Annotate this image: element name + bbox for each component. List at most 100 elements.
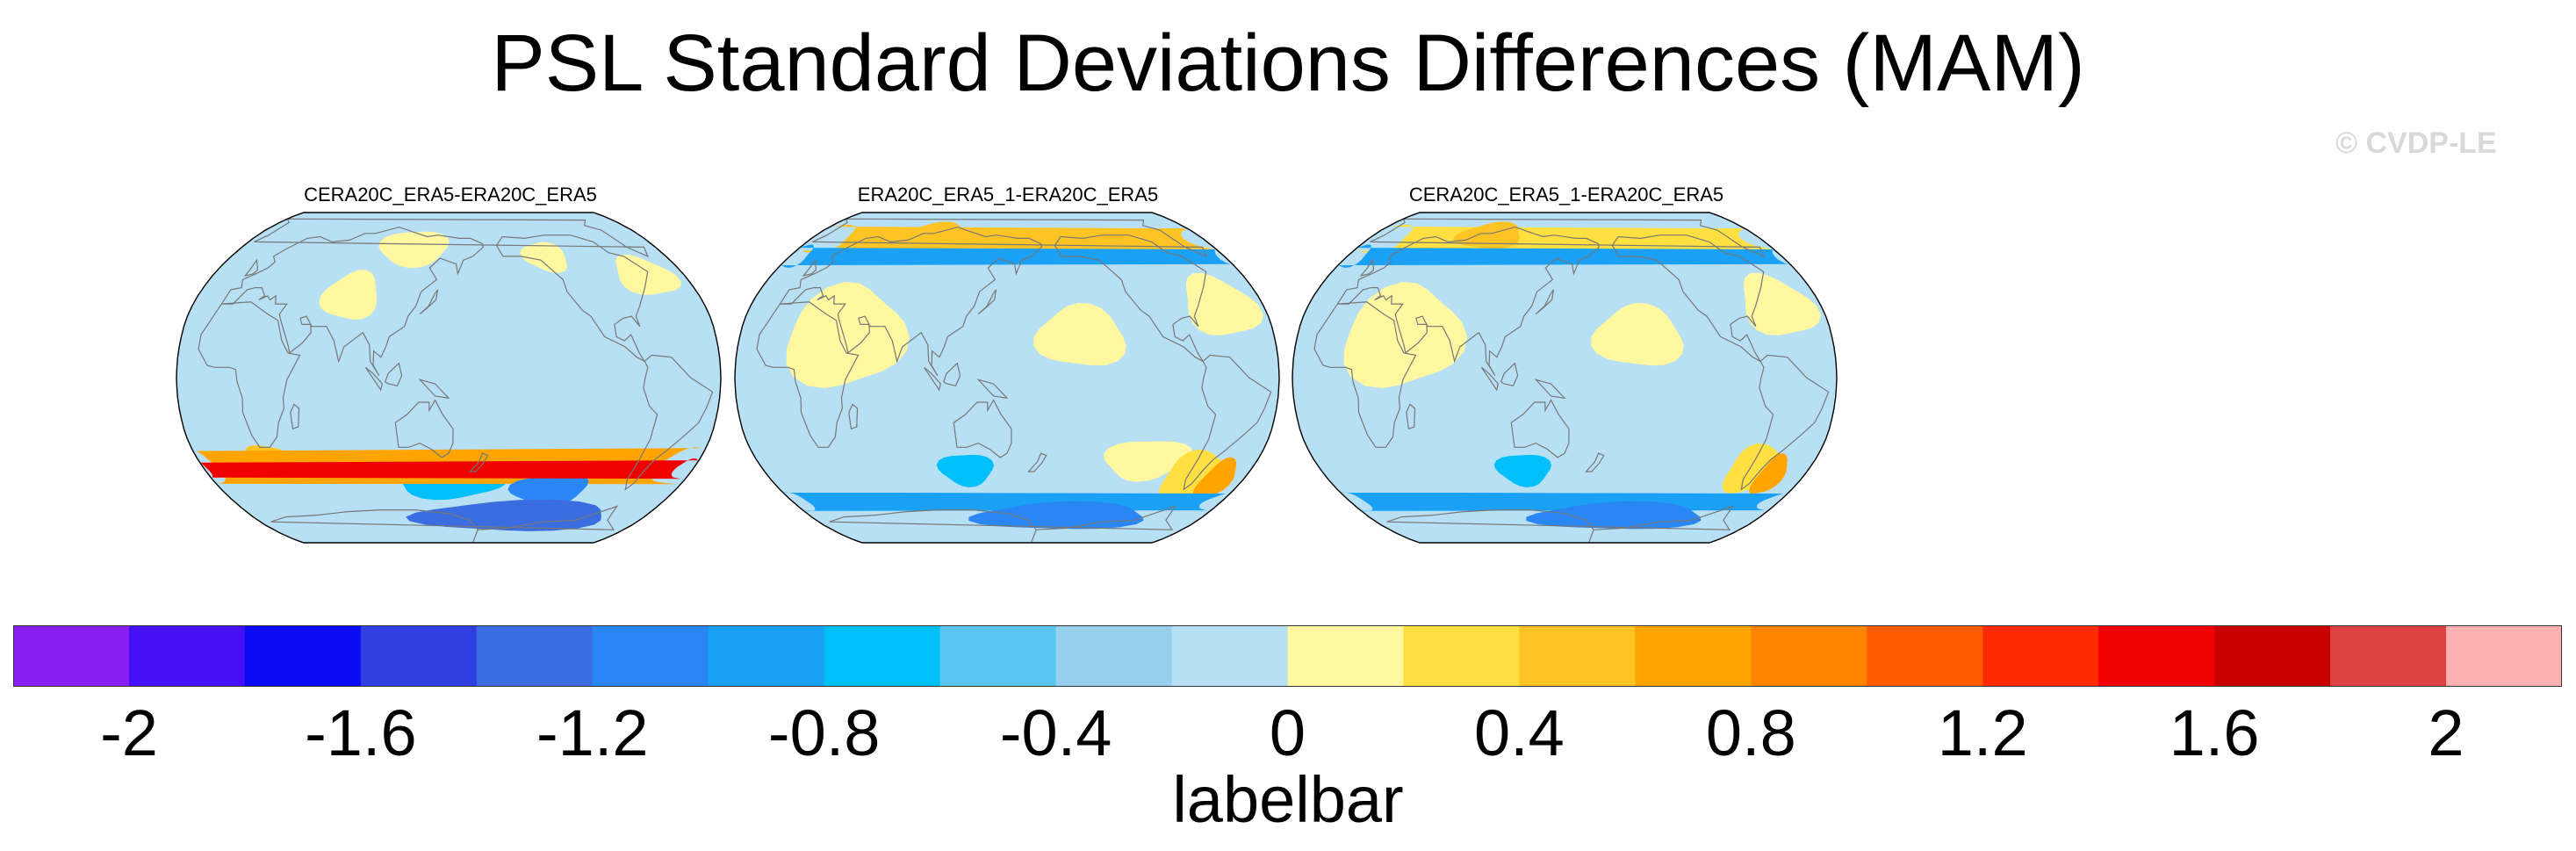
shaded-field: [196, 231, 703, 531]
colorbar-swatch: [2214, 625, 2331, 687]
colorbar-swatch: [13, 625, 130, 687]
coastlines: [1313, 218, 1830, 543]
coastline: [1480, 366, 1499, 392]
coastline: [1336, 226, 1600, 377]
coastline: [469, 452, 489, 472]
contour-fill: [615, 255, 681, 295]
coastline: [802, 258, 817, 277]
colorbar-swatch: [1171, 625, 1288, 687]
colorbar-tick-label: 0: [1269, 696, 1306, 769]
colorbar-tick-label: 2: [2428, 696, 2464, 769]
coastline: [243, 258, 259, 277]
coastline: [976, 379, 1009, 400]
colorbar: [13, 625, 2562, 687]
panel-title-2: ERA20C_ERA5_1-ERA20C_ERA5: [857, 184, 1159, 206]
colorbar-swatch: [1867, 625, 1983, 687]
colorbar-frame: [13, 625, 2562, 687]
contour-fill: [507, 473, 589, 506]
colorbar-label: labelbar: [1172, 763, 1404, 836]
coastline: [848, 403, 859, 430]
contour-fill: [1192, 457, 1236, 497]
colorbar-tick-label: 1.6: [2169, 696, 2260, 769]
colorbar-swatch: [360, 625, 478, 687]
coastline: [1500, 362, 1519, 386]
coastline: [1054, 234, 1207, 363]
colorbar-swatch: [128, 625, 246, 687]
contour-fill: [1185, 272, 1263, 335]
coastlines: [756, 218, 1272, 543]
colorbar-tick-label: -1.2: [536, 696, 649, 769]
map-border: [734, 212, 1280, 544]
colorbar-swatch: [2330, 625, 2447, 687]
colorbar-swatch: [1519, 625, 1636, 687]
coastline: [1740, 354, 1830, 491]
contour-fill: [378, 231, 450, 269]
coastline: [779, 226, 1042, 377]
coastline: [1510, 399, 1570, 458]
colorbar-swatch: [939, 625, 1057, 687]
colorbar-tick-label: -0.8: [767, 696, 881, 769]
coastline: [1534, 379, 1566, 400]
coastline: [1406, 403, 1416, 430]
map-border: [1292, 212, 1838, 544]
colorbar-swatch: [2098, 625, 2215, 687]
contour-fill: [1591, 302, 1684, 366]
colorbar-swatch: [1055, 625, 1173, 687]
coastline: [1183, 354, 1272, 491]
coastline: [198, 301, 301, 448]
colorbar-tick-label: 0.4: [1473, 696, 1565, 769]
contour-fill: [520, 242, 567, 273]
colorbar-swatch: [1287, 625, 1404, 687]
coastline: [384, 362, 403, 386]
colorbar-swatch: [592, 625, 709, 687]
coastline: [418, 379, 450, 400]
panel-title-1: CERA20C_ERA5-ERA20C_ERA5: [304, 184, 597, 206]
coastline: [394, 399, 454, 458]
coastline: [624, 354, 714, 491]
contour-fill: [200, 458, 698, 480]
contour-fill: [406, 499, 601, 531]
contour-fill: [782, 492, 1226, 512]
coastline: [495, 234, 649, 363]
contour-fill: [1749, 453, 1788, 494]
contour-fill: [1338, 244, 1788, 268]
contour-fill: [1743, 272, 1821, 335]
panel-title-3: CERA20C_ERA5_1-ERA20C_ERA5: [1408, 184, 1724, 206]
coastline: [290, 403, 300, 430]
coastline: [1386, 505, 1735, 543]
contour-fill: [936, 454, 995, 487]
figure-title: PSL Standard Deviations Differences (MAM…: [491, 18, 2085, 108]
contour-fill: [1340, 492, 1783, 512]
contour-fill: [781, 244, 1231, 268]
colorbar-swatch: [2446, 625, 2562, 687]
coastline: [977, 289, 997, 315]
colorbar-tick-label: -2: [100, 696, 158, 769]
coastlines: [198, 218, 714, 543]
colorbar-swatch: [476, 625, 594, 687]
contour-fill: [1452, 221, 1520, 249]
coastline: [1585, 452, 1605, 472]
contour-fill: [1033, 302, 1126, 366]
contour-fill: [786, 282, 910, 388]
coastline: [829, 505, 1177, 543]
colorbar-tick-label: -1.6: [305, 696, 417, 769]
contour-fill: [1493, 454, 1552, 487]
colorbar-tick-label: 0.8: [1705, 696, 1796, 769]
contour-fill: [1343, 282, 1467, 388]
map-panel-2: [734, 212, 1280, 544]
coastline: [1359, 258, 1375, 277]
coastline: [923, 366, 941, 392]
map-panel-3: [1292, 212, 1838, 544]
colorbar-swatch: [244, 625, 362, 687]
contour-fill: [1104, 441, 1192, 482]
map-panel-1: [176, 212, 722, 544]
coastline: [419, 289, 439, 315]
colorbar-swatch: [1635, 625, 1752, 687]
coastline: [942, 362, 961, 386]
coastline: [1535, 289, 1555, 315]
colorbar-swatch: [824, 625, 941, 687]
colorbar-swatch: [1403, 625, 1520, 687]
coastline: [756, 301, 860, 448]
map-border: [176, 212, 722, 544]
